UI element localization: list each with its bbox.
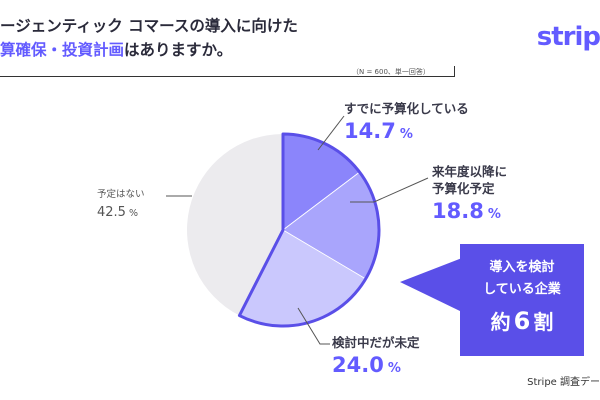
- sample-note: （N = 600、単一回答）: [352, 68, 430, 76]
- slice-label-no-plan: 予定はない 42.5%: [97, 186, 145, 224]
- stripe-logo: strip: [536, 22, 600, 52]
- title-line-1: ージェンティック コマースの導入に向けた: [0, 17, 298, 35]
- slice-name-undecided: 検討中だが未定: [332, 335, 420, 350]
- slice-name-next-year-1: 来年度以降に: [432, 164, 508, 179]
- callout-line-2: している企業: [483, 282, 561, 297]
- source-note: Stripe 調査デー: [527, 377, 600, 388]
- slice-value-budgeted: 14.7%: [344, 119, 413, 143]
- leader-budgeted: [317, 115, 345, 151]
- callout-pointer: [400, 258, 462, 312]
- slice-label-next-year: 来年度以降に 予算化予定 18.8%: [432, 163, 507, 229]
- title-accent: 算確保・投資計画: [0, 41, 125, 59]
- title-rest: はありますか。: [124, 41, 233, 59]
- slice-value-undecided: 24.0%: [332, 353, 401, 377]
- slice-name-budgeted: すでに予算化している: [344, 101, 469, 116]
- slice-label-budgeted: すでに予算化している 14.7%: [344, 100, 469, 149]
- header-rule-end: [454, 66, 455, 76]
- leader-lines: [166, 115, 429, 345]
- highlight-outline: [237, 132, 381, 328]
- slice-value-no-plan: 42.5%: [97, 205, 138, 220]
- slice-name-next-year-2: 予算化予定: [432, 181, 495, 196]
- slice-value-next-year: 18.8%: [432, 199, 501, 223]
- leader-next-year: [350, 177, 429, 203]
- slice-name-no-plan: 予定はない: [97, 189, 145, 200]
- title-line-2: 算確保・投資計画はありますか。: [0, 38, 298, 62]
- slice-no-plan: [186, 134, 283, 316]
- slice-label-undecided: 検討中だが未定 24.0%: [332, 334, 420, 383]
- leader-undecided: [297, 307, 330, 345]
- callout-line-1: 導入を検討: [489, 260, 555, 275]
- chart-title: ージェンティック コマースの導入に向けた 算確保・投資計画はありますか。: [0, 14, 298, 62]
- header-rule: [0, 76, 455, 77]
